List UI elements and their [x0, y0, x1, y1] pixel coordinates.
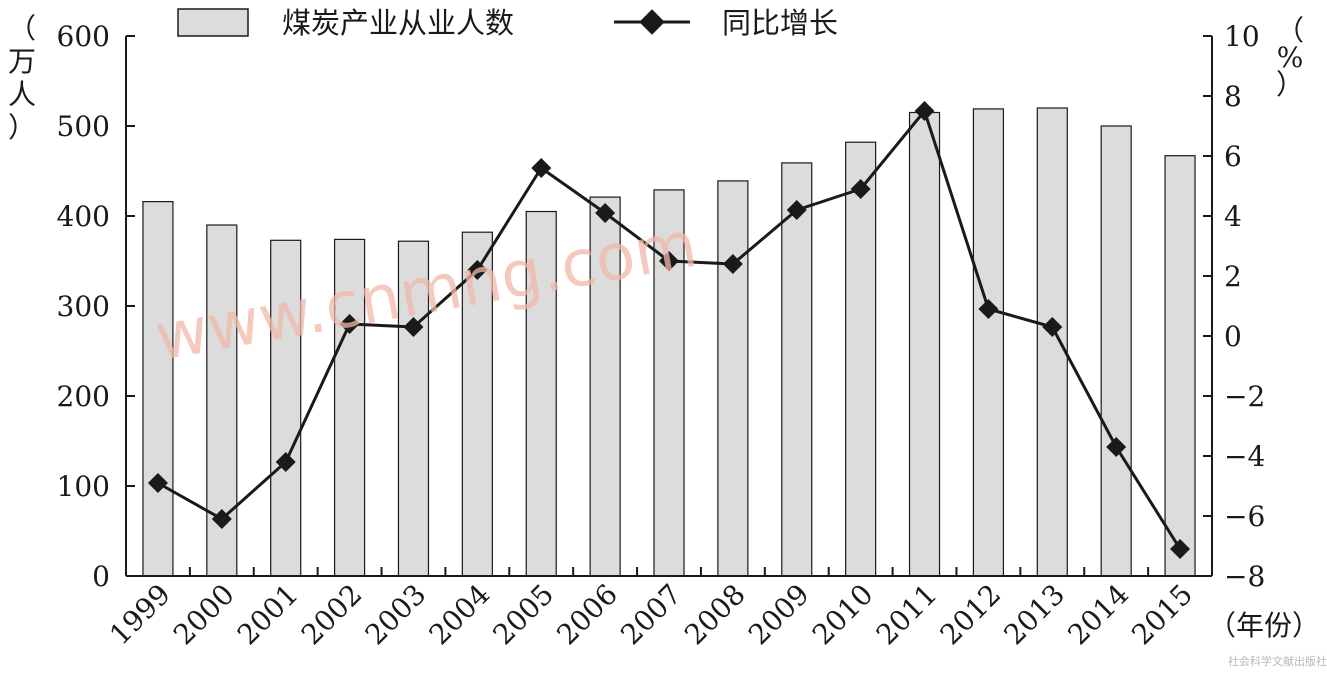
right-tick-label-4: 4	[1224, 200, 1242, 233]
legend-bar-swatch	[177, 8, 249, 37]
legend-bar-label: 煤炭产业从业人数	[282, 6, 514, 40]
x-tick-label-2009: 2009	[742, 578, 816, 652]
x-tick-label-2013: 2013	[998, 578, 1072, 652]
bar-2011	[908, 111, 941, 577]
legend-line-marker	[639, 9, 665, 35]
right-tick-label--4: −4	[1224, 440, 1265, 473]
x-tick-label-2000: 2000	[167, 578, 241, 652]
right-tick-label-6: 6	[1224, 140, 1242, 173]
growth-point-2000	[211, 509, 232, 529]
left-tick-label-300: 300	[57, 290, 110, 323]
growth-point-2007	[659, 251, 679, 271]
legend: 煤炭产业从业人数 同比增长	[177, 6, 838, 40]
x-tick-label-2006: 2006	[550, 578, 624, 652]
growth-point-2006	[595, 203, 616, 223]
growth-point-2002	[339, 314, 360, 334]
bar-2009	[781, 162, 813, 577]
left-tick-label-500: 500	[57, 110, 110, 143]
right-tick-label-2: 2	[1224, 260, 1242, 293]
left-tick-label-600: 600	[57, 20, 110, 53]
x-tick-label-2001: 2001	[231, 578, 305, 652]
growth-point-2003	[403, 317, 424, 337]
bar-2014	[1100, 125, 1132, 577]
right-tick-label--8: −8	[1224, 560, 1265, 593]
left-axis-unit: （万人）	[8, 12, 36, 144]
bar-2001	[270, 239, 302, 577]
right-axis-unit: （%）	[1276, 14, 1304, 101]
growth-point-2012	[978, 299, 999, 319]
bars-layer	[142, 107, 1196, 577]
bar-2010	[845, 141, 877, 577]
x-tick-label-2004: 2004	[423, 578, 497, 652]
growth-point-2011	[914, 101, 935, 121]
left-tick-label-100: 100	[57, 470, 110, 503]
left-tick-label-0: 0	[92, 560, 110, 593]
right-tick-label-0: 0	[1224, 320, 1242, 353]
left-tick-label-400: 400	[57, 200, 110, 233]
x-tick-label-2002: 2002	[295, 578, 369, 652]
bar-1999	[142, 201, 174, 577]
right-tick-label-8: 8	[1224, 80, 1242, 113]
x-tick-label-2008: 2008	[678, 578, 752, 652]
right-tick-label-10: 10	[1224, 20, 1260, 53]
left-tick-label-200: 200	[57, 380, 110, 413]
legend-line-label: 同比增长	[722, 6, 838, 40]
bar-2012	[972, 108, 1005, 577]
bar-2002	[333, 238, 366, 577]
growth-point-2004	[467, 260, 488, 280]
growth-point-2001	[275, 452, 296, 472]
x-tick-label-2010: 2010	[806, 578, 880, 652]
x-tick-label-1999: 1999	[103, 578, 177, 652]
x-tick-label-2003: 2003	[359, 578, 433, 652]
x-tick-label-2011: 2011	[870, 578, 944, 652]
right-tick-label--6: −6	[1224, 500, 1265, 533]
growth-point-1999	[147, 473, 168, 493]
growth-point-2015	[1170, 539, 1191, 559]
right-tick-label--2: −2	[1224, 380, 1265, 413]
growth-point-2013	[1042, 317, 1063, 337]
bar-2013	[1036, 107, 1068, 577]
x-axis-label: （年份）	[1208, 609, 1320, 642]
growth-point-2008	[722, 254, 743, 274]
publisher-mark: 社会科学文献出版社	[1228, 654, 1327, 668]
line-layer	[147, 101, 1191, 559]
growth-point-2010	[850, 179, 871, 199]
x-tick-label-2005: 2005	[486, 578, 560, 652]
axis-units: （万人） （%） （年份）	[8, 12, 1320, 642]
x-tick-label-2012: 2012	[934, 578, 1008, 652]
growth-point-2009	[786, 200, 807, 220]
x-tick-label-2015: 2015	[1125, 578, 1199, 652]
bar-2006	[589, 196, 621, 577]
x-tick-label-2014: 2014	[1061, 578, 1135, 652]
growth-point-2014	[1106, 437, 1127, 457]
bar-2015	[1164, 155, 1196, 577]
x-tick-label-2007: 2007	[614, 578, 688, 652]
bar-2004	[461, 231, 493, 577]
bar-2008	[717, 180, 749, 577]
growth-point-2005	[531, 158, 552, 178]
